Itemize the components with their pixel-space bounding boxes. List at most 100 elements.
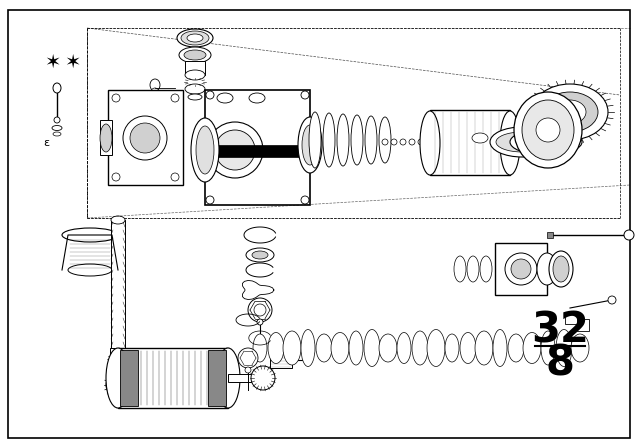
Ellipse shape <box>556 329 572 366</box>
Ellipse shape <box>349 331 363 365</box>
Ellipse shape <box>571 334 589 362</box>
Ellipse shape <box>298 117 322 173</box>
Ellipse shape <box>238 348 258 368</box>
Ellipse shape <box>541 331 555 365</box>
Ellipse shape <box>514 92 582 168</box>
Ellipse shape <box>249 93 265 103</box>
Ellipse shape <box>191 118 219 182</box>
Ellipse shape <box>302 125 318 165</box>
Ellipse shape <box>246 248 274 262</box>
Ellipse shape <box>364 329 380 366</box>
Bar <box>228 374 263 382</box>
Circle shape <box>130 123 160 153</box>
Ellipse shape <box>309 112 321 168</box>
Text: 8: 8 <box>545 342 575 384</box>
Ellipse shape <box>493 329 507 366</box>
Circle shape <box>215 130 255 170</box>
Circle shape <box>564 106 576 118</box>
Ellipse shape <box>516 135 564 149</box>
Circle shape <box>112 173 120 181</box>
Ellipse shape <box>427 329 445 366</box>
Ellipse shape <box>188 94 202 100</box>
Ellipse shape <box>454 256 466 282</box>
Ellipse shape <box>179 47 211 63</box>
Ellipse shape <box>496 132 548 152</box>
Circle shape <box>171 94 179 102</box>
Ellipse shape <box>537 253 557 285</box>
Ellipse shape <box>412 331 428 365</box>
Circle shape <box>206 91 214 99</box>
Text: ε: ε <box>43 138 49 148</box>
Ellipse shape <box>379 117 391 163</box>
Ellipse shape <box>252 251 268 259</box>
Ellipse shape <box>283 331 301 365</box>
Ellipse shape <box>472 133 488 143</box>
Circle shape <box>112 94 120 102</box>
Bar <box>547 232 553 238</box>
Circle shape <box>254 304 266 316</box>
Bar <box>185 61 205 75</box>
Ellipse shape <box>351 115 363 165</box>
Bar <box>111 220 125 395</box>
Ellipse shape <box>268 332 284 363</box>
Bar <box>110 348 126 370</box>
Ellipse shape <box>532 84 608 140</box>
Ellipse shape <box>467 256 479 282</box>
Ellipse shape <box>217 93 233 103</box>
Ellipse shape <box>53 83 61 93</box>
Circle shape <box>511 259 531 279</box>
Circle shape <box>206 196 214 204</box>
Bar <box>565 312 577 324</box>
Circle shape <box>171 173 179 181</box>
Ellipse shape <box>331 332 349 363</box>
Ellipse shape <box>536 136 576 148</box>
Ellipse shape <box>52 125 62 130</box>
Ellipse shape <box>530 131 582 153</box>
Bar <box>100 120 112 155</box>
Ellipse shape <box>379 334 397 362</box>
Text: ✶: ✶ <box>64 52 80 72</box>
Circle shape <box>409 139 415 145</box>
Bar <box>208 350 226 406</box>
Circle shape <box>608 296 616 304</box>
Ellipse shape <box>490 127 554 157</box>
Ellipse shape <box>549 251 573 287</box>
Circle shape <box>624 230 634 240</box>
Ellipse shape <box>554 100 586 124</box>
Ellipse shape <box>523 332 541 363</box>
Bar <box>108 90 183 185</box>
Ellipse shape <box>500 111 520 175</box>
Ellipse shape <box>68 264 112 276</box>
Circle shape <box>418 139 424 145</box>
Ellipse shape <box>111 216 125 224</box>
Ellipse shape <box>420 111 440 175</box>
Bar <box>118 348 228 408</box>
Ellipse shape <box>100 124 112 152</box>
Ellipse shape <box>510 130 570 154</box>
Ellipse shape <box>177 29 213 47</box>
Ellipse shape <box>480 256 492 282</box>
Circle shape <box>123 116 167 160</box>
Circle shape <box>505 253 537 285</box>
Circle shape <box>207 122 263 178</box>
Ellipse shape <box>475 331 493 365</box>
Ellipse shape <box>508 334 524 362</box>
Ellipse shape <box>245 367 251 373</box>
Circle shape <box>382 139 388 145</box>
Ellipse shape <box>216 348 240 408</box>
Ellipse shape <box>184 50 206 60</box>
Bar <box>495 243 547 295</box>
Ellipse shape <box>181 31 209 45</box>
Ellipse shape <box>323 113 335 167</box>
Text: 32: 32 <box>531 309 589 351</box>
Circle shape <box>391 139 397 145</box>
Circle shape <box>106 373 130 397</box>
Ellipse shape <box>185 70 205 80</box>
Ellipse shape <box>185 84 205 94</box>
Ellipse shape <box>445 334 459 362</box>
Ellipse shape <box>460 332 476 363</box>
Ellipse shape <box>150 79 160 91</box>
Text: ✶: ✶ <box>44 52 60 72</box>
Ellipse shape <box>316 334 332 362</box>
Circle shape <box>400 139 406 145</box>
